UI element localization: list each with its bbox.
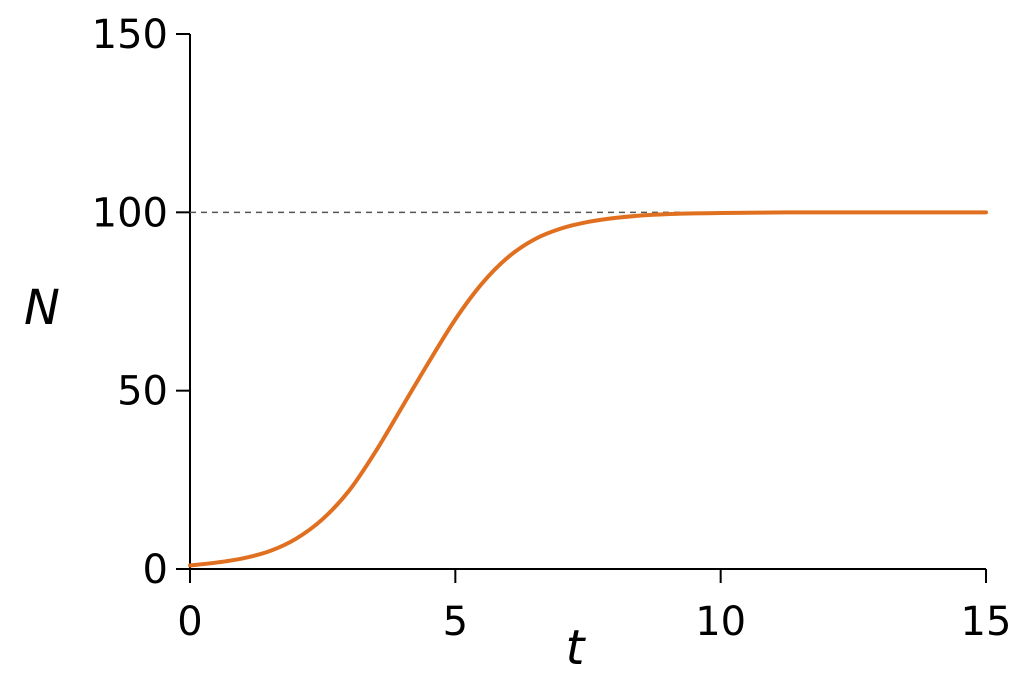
series-line xyxy=(188,210,988,568)
y-tick-label: 0 xyxy=(143,547,168,593)
x-tick-label: 15 xyxy=(961,599,1012,645)
x-tick-label: 10 xyxy=(695,599,746,645)
axes xyxy=(189,34,986,570)
x-tick-label: 0 xyxy=(177,599,202,645)
x-tick-label: 5 xyxy=(443,599,468,645)
y-axis-label: N xyxy=(24,280,60,336)
ticks: 0 50 100 150 0 5 10 15 xyxy=(92,12,1012,645)
y-tick-label: 100 xyxy=(92,190,168,236)
x-axis-label: t xyxy=(566,620,587,676)
series-group xyxy=(188,210,988,568)
y-tick-label: 50 xyxy=(117,369,168,415)
y-tick-label: 150 xyxy=(92,12,168,58)
